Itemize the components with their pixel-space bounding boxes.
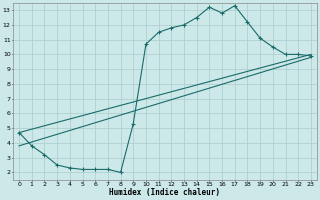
X-axis label: Humidex (Indice chaleur): Humidex (Indice chaleur) bbox=[109, 188, 220, 197]
